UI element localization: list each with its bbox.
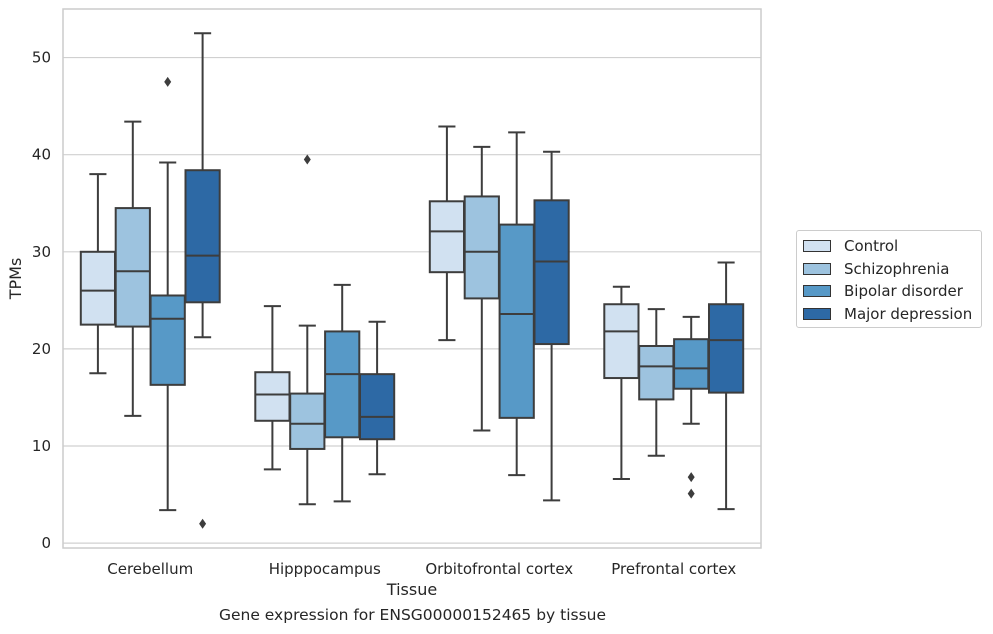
outlier-point bbox=[164, 76, 172, 87]
box-body bbox=[114, 207, 151, 328]
box-major-depression-2 bbox=[533, 150, 570, 502]
x-tick-label: Hipppocampus bbox=[269, 560, 381, 578]
box-body bbox=[149, 294, 186, 386]
box-control-2 bbox=[428, 125, 466, 342]
box-bipolar-disorder-2 bbox=[498, 131, 535, 477]
legend-swatch-bipolar-disorder bbox=[803, 285, 831, 298]
box-bipolar-disorder-3 bbox=[673, 315, 710, 499]
legend-swatch-schizophrenia bbox=[803, 262, 831, 275]
box-body bbox=[533, 199, 570, 346]
x-tick-label: Cerebellum bbox=[107, 560, 193, 578]
box-schizophrenia-3 bbox=[638, 308, 675, 457]
box-major-depression-3 bbox=[707, 261, 745, 511]
legend: Control Schizophrenia Bipolar disorder M… bbox=[796, 230, 982, 328]
legend-item-bipolar-disorder: Bipolar disorder bbox=[803, 280, 975, 303]
box-control-3 bbox=[603, 285, 640, 481]
outlier-point bbox=[199, 518, 207, 529]
box-major-depression-0 bbox=[184, 32, 221, 529]
box-body bbox=[324, 330, 361, 439]
legend-label-bipolar-disorder: Bipolar disorder bbox=[844, 282, 963, 301]
legend-item-schizophrenia: Schizophrenia bbox=[803, 258, 975, 281]
y-axis-label: TPMs bbox=[6, 258, 25, 301]
x-tick-label: Prefrontal cortex bbox=[611, 560, 736, 578]
box-body bbox=[254, 371, 291, 422]
box-schizophrenia-1 bbox=[289, 154, 326, 506]
legend-label-major-depression: Major depression bbox=[844, 304, 973, 323]
legend-label-control: Control bbox=[844, 237, 899, 256]
box-body bbox=[638, 344, 675, 401]
outlier-point bbox=[687, 488, 695, 499]
outlier-point bbox=[687, 472, 695, 483]
legend-item-major-depression: Major depression bbox=[803, 303, 975, 326]
legend-item-control: Control bbox=[803, 235, 975, 258]
box-body bbox=[428, 200, 466, 274]
plot-frame bbox=[62, 8, 762, 549]
x-axis-label: Tissue bbox=[386, 580, 437, 599]
box-schizophrenia-2 bbox=[463, 145, 500, 432]
y-tick-label: 10 bbox=[32, 437, 51, 455]
box-bipolar-disorder-0 bbox=[149, 76, 186, 512]
y-tick-label: 20 bbox=[32, 340, 51, 358]
box-body bbox=[358, 373, 396, 441]
legend-label-schizophrenia: Schizophrenia bbox=[844, 259, 950, 278]
x-tick-label: Orbitofrontal cortex bbox=[425, 560, 573, 578]
box-body bbox=[498, 223, 535, 419]
y-tick-label: 50 bbox=[32, 49, 51, 67]
box-bipolar-disorder-1 bbox=[324, 283, 361, 503]
box-body bbox=[673, 338, 710, 390]
y-tick-label: 40 bbox=[32, 146, 51, 164]
box-body bbox=[289, 392, 326, 450]
legend-swatch-control bbox=[803, 240, 831, 253]
box-body bbox=[184, 169, 221, 304]
legend-swatch-major-depression bbox=[803, 307, 831, 320]
box-control-0 bbox=[79, 173, 117, 375]
y-tick-label: 0 bbox=[41, 534, 51, 552]
box-body bbox=[603, 303, 640, 380]
box-control-1 bbox=[254, 305, 291, 471]
y-tick-label: 30 bbox=[32, 243, 51, 261]
outlier-point bbox=[303, 154, 311, 165]
box-major-depression-1 bbox=[358, 320, 396, 476]
box-body bbox=[463, 195, 500, 300]
chart-caption: Gene expression for ENSG00000152465 by t… bbox=[218, 606, 607, 624]
box-body bbox=[707, 303, 745, 394]
box-body bbox=[79, 250, 117, 326]
box-schizophrenia-0 bbox=[114, 120, 151, 417]
